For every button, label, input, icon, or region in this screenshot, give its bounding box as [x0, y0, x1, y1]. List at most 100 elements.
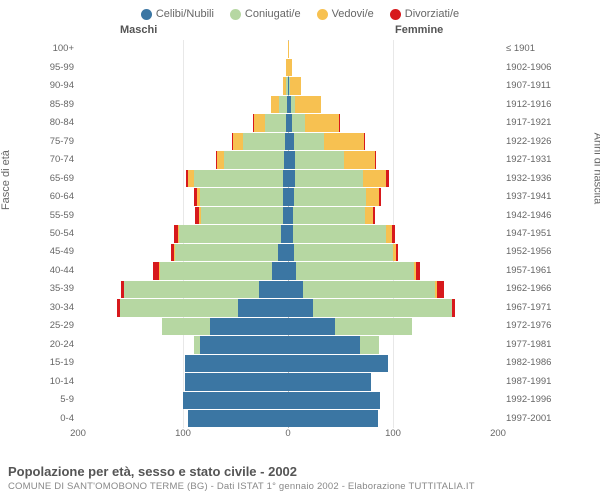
pyramid-row: [78, 299, 498, 316]
pyramid-row: [78, 373, 498, 390]
segment-s: [200, 336, 288, 353]
male-bar: [78, 188, 288, 205]
male-bar: [78, 244, 288, 261]
birth-label: 1977-1981: [506, 339, 566, 350]
legend-label: Divorziati/e: [405, 8, 459, 20]
segment-c: [292, 114, 305, 131]
segment-w: [363, 170, 386, 187]
segment-w: [288, 41, 289, 58]
segment-w: [217, 151, 224, 168]
segment-d: [379, 188, 381, 205]
segment-d: [437, 281, 444, 298]
segment-d: [396, 244, 398, 261]
segment-c: [293, 207, 364, 224]
pyramid-row: [78, 336, 498, 353]
pyramid-row: [78, 41, 498, 58]
segment-w: [295, 96, 320, 113]
female-bar: [288, 41, 498, 58]
segment-d: [339, 114, 340, 131]
age-label: 50-54: [14, 228, 74, 239]
pyramid-row: [78, 133, 498, 150]
y-axis-right: 1997-20011992-19961987-19911982-19861977…: [506, 40, 560, 428]
plot: [78, 40, 498, 428]
male-bar: [78, 281, 288, 298]
segment-s: [259, 281, 288, 298]
birth-label: 1957-1961: [506, 265, 566, 276]
male-bar: [78, 299, 288, 316]
segment-d: [364, 133, 365, 150]
age-label: 75-79: [14, 136, 74, 147]
segment-w: [290, 77, 301, 94]
legend: Celibi/NubiliConiugati/eVedovi/eDivorzia…: [0, 0, 600, 24]
x-tick-label: 200: [490, 428, 506, 439]
footer: Popolazione per età, sesso e stato civil…: [8, 464, 592, 492]
legend-item: Celibi/Nubili: [141, 8, 214, 20]
segment-c: [162, 318, 210, 335]
age-label: 20-24: [14, 339, 74, 350]
male-bar: [78, 41, 288, 58]
pyramid-row: [78, 410, 498, 427]
y-axis-title-right: Anni di nascita: [592, 133, 600, 205]
segment-w: [344, 151, 376, 168]
x-tick-label: 100: [175, 428, 191, 439]
pyramid-row: [78, 262, 498, 279]
female-bar: [288, 262, 498, 279]
male-bar: [78, 207, 288, 224]
segment-s: [281, 225, 288, 242]
segment-s: [288, 262, 296, 279]
birth-label: 1952-1956: [506, 246, 566, 257]
male-bar: [78, 262, 288, 279]
segment-c: [201, 207, 283, 224]
male-bar: [78, 77, 288, 94]
segment-c: [120, 299, 238, 316]
segment-s: [278, 244, 289, 261]
segment-c: [360, 336, 379, 353]
male-bar: [78, 318, 288, 335]
age-label: 10-14: [14, 376, 74, 387]
male-bar: [78, 114, 288, 131]
segment-c: [179, 225, 281, 242]
segment-c: [175, 244, 278, 261]
birth-label: 1972-1976: [506, 320, 566, 331]
male-bar: [78, 151, 288, 168]
pyramid-row: [78, 188, 498, 205]
x-tick-label: 200: [70, 428, 86, 439]
segment-s: [288, 373, 371, 390]
male-bar: [78, 59, 288, 76]
birth-label: 1987-1991: [506, 376, 566, 387]
segment-c: [296, 262, 414, 279]
segment-s: [288, 355, 388, 372]
female-bar: [288, 336, 498, 353]
segment-d: [452, 299, 455, 316]
x-tick-label: 0: [285, 428, 290, 439]
pyramid-row: [78, 77, 498, 94]
segment-s: [288, 299, 313, 316]
segment-w: [233, 133, 242, 150]
age-label: 25-29: [14, 320, 74, 331]
segment-c: [224, 151, 284, 168]
age-label: 35-39: [14, 283, 74, 294]
segment-d: [392, 225, 395, 242]
legend-swatch: [141, 9, 152, 20]
segment-d: [375, 151, 376, 168]
segment-c: [124, 281, 258, 298]
birth-label: 1912-1916: [506, 99, 566, 110]
pyramid-row: [78, 281, 498, 298]
segment-w: [365, 207, 373, 224]
male-bar: [78, 170, 288, 187]
legend-swatch: [317, 9, 328, 20]
segment-w: [254, 114, 265, 131]
birth-label: 1947-1951: [506, 228, 566, 239]
female-bar: [288, 59, 498, 76]
female-bar: [288, 410, 498, 427]
segment-w: [288, 59, 292, 76]
pyramid-row: [78, 392, 498, 409]
segment-s: [288, 170, 295, 187]
segment-s: [185, 373, 288, 390]
female-bar: [288, 170, 498, 187]
pyramid-row: [78, 59, 498, 76]
pyramid-row: [78, 225, 498, 242]
chart-subtitle: COMUNE DI SANT'OMOBONO TERME (BG) - Dati…: [8, 481, 592, 492]
age-label: 60-64: [14, 191, 74, 202]
pyramid-row: [78, 318, 498, 335]
